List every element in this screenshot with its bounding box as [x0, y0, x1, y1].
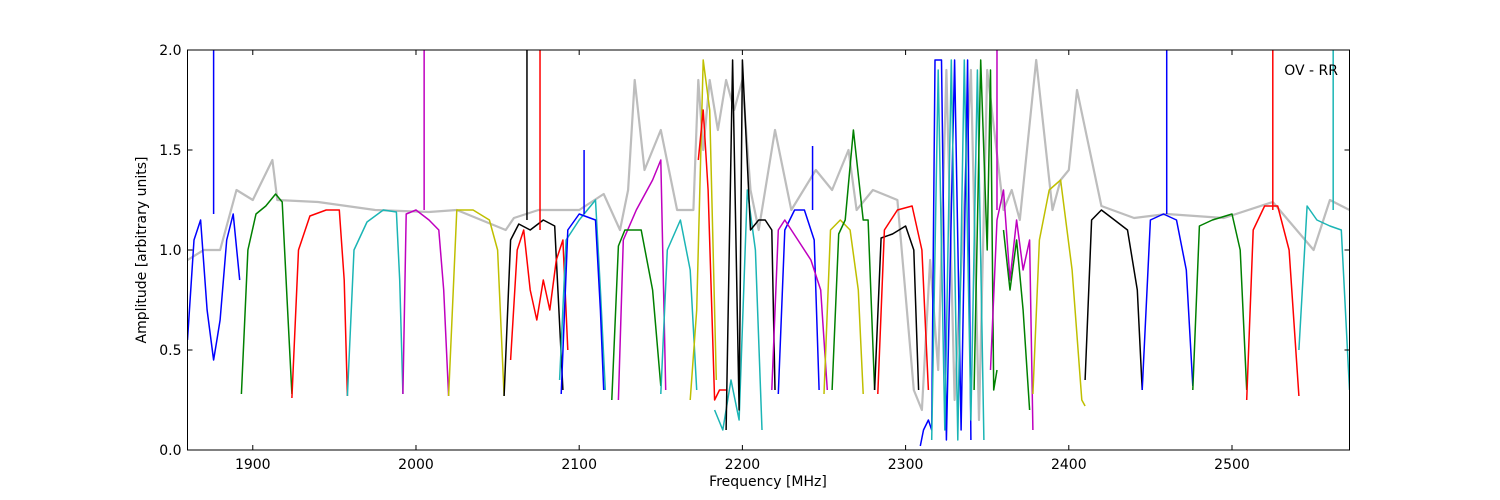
series-line-12 [611, 229, 662, 401]
series-line-13 [660, 219, 698, 395]
y-tick-label: 0.0 [159, 443, 181, 459]
series-line-2 [240, 193, 293, 395]
series-line-28 [1002, 229, 1031, 411]
y-tick-label: 1.0 [159, 243, 181, 259]
series-line-27 [989, 189, 1034, 431]
series-line-31 [1141, 213, 1194, 391]
series-line-11 [617, 159, 667, 401]
x-axis-label: Frequency [MHz] [709, 474, 827, 490]
y-axis-ticks: 0.0 0.5 1.0 1.5 2.0 [159, 43, 1350, 459]
series-line-16 [713, 189, 763, 431]
series-line-3 [291, 209, 349, 399]
x-tick-label: 2500 [1214, 457, 1250, 473]
x-tick-label: 2300 [888, 457, 924, 473]
series-line-24 [919, 59, 972, 447]
series-line-4 [346, 209, 404, 397]
reference-trace-layer [187, 58, 1350, 422]
x-tick-label: 2100 [561, 457, 597, 473]
series-line-19 [771, 219, 829, 391]
series-line-9 [558, 199, 607, 391]
y-tick-label: 1.5 [159, 143, 181, 159]
series-line-21 [831, 129, 876, 391]
x-tick-label: 2400 [1051, 457, 1087, 473]
chart-annotation: OV - RR [1284, 63, 1338, 79]
series-line-14 [689, 59, 718, 401]
x-tick-label: 2000 [398, 457, 434, 473]
series-line-29 [1032, 179, 1086, 407]
series-line-1 [187, 213, 241, 361]
series-line-10 [560, 213, 605, 395]
series-line-18 [777, 209, 820, 395]
series-line-15 [697, 109, 727, 401]
series-line-23 [877, 205, 930, 395]
series-line-17 [725, 59, 776, 431]
series-line-25 [930, 59, 985, 441]
series-line-8 [509, 229, 569, 361]
series-line-26 [973, 59, 998, 391]
series-line-5 [402, 209, 450, 397]
series-line-7 [503, 219, 564, 397]
series-layer [187, 50, 1350, 447]
series-line-22 [873, 225, 920, 391]
series-line-34 [1298, 205, 1350, 391]
reference-trace-line [187, 58, 1350, 422]
x-axis-ticks: 1900 2000 2100 2200 2300 2400 2500 [235, 50, 1250, 473]
y-tick-label: 2.0 [159, 43, 181, 59]
x-tick-label: 1900 [235, 457, 271, 473]
series-line-20 [823, 219, 864, 395]
series-line-32 [1192, 213, 1248, 391]
series-line-6 [447, 209, 505, 397]
plot-background [187, 50, 1350, 450]
series-line-30 [1084, 209, 1143, 391]
series-line-33 [1245, 205, 1300, 401]
y-tick-label: 0.5 [159, 343, 181, 359]
y-axis-label: Amplitude [arbitrary units] [134, 157, 150, 344]
x-tick-label: 2200 [725, 457, 761, 473]
